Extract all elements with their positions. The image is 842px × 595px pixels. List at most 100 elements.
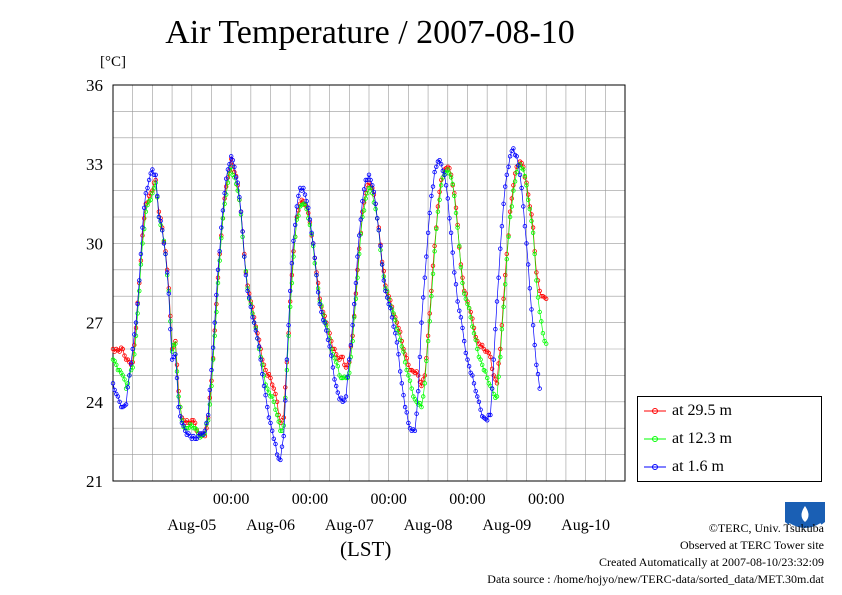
data-point bbox=[471, 381, 477, 386]
data-point bbox=[219, 235, 224, 241]
data-point bbox=[220, 216, 226, 221]
data-point bbox=[255, 336, 260, 341]
data-point bbox=[153, 180, 158, 185]
data-point bbox=[209, 367, 214, 373]
data-point bbox=[476, 399, 482, 404]
data-point bbox=[345, 374, 350, 379]
data-point bbox=[173, 352, 178, 357]
y-tick-label: 30 bbox=[86, 234, 103, 253]
data-point bbox=[470, 324, 475, 329]
data-point bbox=[347, 357, 352, 362]
data-point bbox=[192, 420, 198, 426]
data-point bbox=[263, 367, 268, 373]
data-point bbox=[393, 317, 398, 323]
data-point bbox=[416, 389, 421, 394]
data-point bbox=[414, 369, 419, 374]
data-point bbox=[281, 433, 286, 439]
data-point bbox=[402, 360, 408, 365]
data-point bbox=[361, 208, 367, 213]
data-point bbox=[130, 365, 135, 370]
data-point bbox=[296, 193, 301, 199]
data-point bbox=[230, 157, 235, 163]
data-point bbox=[498, 354, 503, 360]
data-point bbox=[417, 354, 423, 360]
data-point bbox=[371, 189, 377, 195]
date-label: Aug-09 bbox=[482, 517, 531, 534]
data-point bbox=[228, 154, 234, 159]
data-point bbox=[488, 354, 493, 360]
data-point bbox=[468, 309, 473, 315]
data-point bbox=[338, 354, 344, 360]
data-point bbox=[529, 307, 534, 312]
data-point bbox=[462, 291, 467, 296]
data-point bbox=[291, 254, 296, 259]
data-point bbox=[412, 428, 418, 433]
data-point bbox=[424, 254, 429, 259]
data-point bbox=[399, 381, 404, 386]
data-point bbox=[159, 227, 165, 233]
data-point bbox=[519, 185, 524, 191]
data-point bbox=[460, 325, 465, 331]
data-point bbox=[361, 187, 367, 192]
data-point bbox=[115, 367, 121, 373]
data-point bbox=[375, 216, 380, 221]
data-point bbox=[151, 172, 157, 177]
data-point bbox=[283, 398, 288, 403]
legend-label: at 1.6 m bbox=[672, 458, 724, 475]
series-3 bbox=[110, 146, 542, 463]
data-point bbox=[417, 379, 423, 385]
data-point bbox=[235, 180, 240, 185]
data-point bbox=[398, 369, 403, 374]
data-point bbox=[335, 390, 340, 395]
data-point bbox=[473, 337, 478, 342]
data-point bbox=[332, 356, 337, 361]
data-point bbox=[164, 270, 170, 275]
data-point bbox=[268, 420, 273, 426]
data-point bbox=[544, 341, 549, 346]
data-point bbox=[307, 222, 313, 228]
data-point bbox=[245, 288, 250, 294]
data-point bbox=[511, 146, 516, 151]
data-point bbox=[450, 250, 455, 255]
data-point bbox=[532, 251, 537, 257]
legend-marker-icon bbox=[644, 464, 666, 470]
data-point bbox=[242, 254, 247, 259]
data-point bbox=[357, 233, 362, 238]
data-point bbox=[133, 320, 139, 325]
data-point bbox=[145, 185, 150, 191]
data-point bbox=[434, 226, 439, 232]
data-point bbox=[503, 282, 508, 287]
data-point bbox=[524, 183, 529, 188]
data-point bbox=[332, 377, 337, 382]
data-point bbox=[391, 311, 396, 316]
data-point bbox=[498, 246, 503, 251]
data-point bbox=[535, 371, 541, 377]
data-point bbox=[352, 315, 357, 320]
data-point bbox=[133, 325, 139, 331]
data-point bbox=[207, 387, 212, 393]
data-point bbox=[435, 204, 441, 209]
x-tick-label: 00:00 bbox=[370, 491, 406, 508]
date-label: Aug-07 bbox=[325, 517, 374, 534]
data-point bbox=[355, 254, 360, 259]
data-point bbox=[120, 373, 125, 378]
data-point bbox=[370, 183, 375, 188]
y-tick-label: 21 bbox=[86, 472, 103, 491]
data-point bbox=[517, 172, 523, 177]
data-point bbox=[268, 394, 273, 399]
data-point bbox=[319, 309, 324, 315]
data-point bbox=[141, 216, 147, 221]
data-point bbox=[138, 262, 144, 267]
data-point bbox=[457, 308, 462, 313]
data-point bbox=[485, 375, 490, 381]
data-point bbox=[540, 331, 546, 336]
data-point bbox=[207, 402, 212, 407]
data-point bbox=[334, 360, 339, 365]
data-point bbox=[512, 179, 518, 184]
data-point bbox=[526, 192, 531, 197]
data-point bbox=[122, 377, 127, 382]
data-point bbox=[507, 154, 513, 159]
data-point bbox=[352, 301, 357, 307]
data-point bbox=[327, 344, 332, 349]
data-point bbox=[250, 315, 255, 320]
